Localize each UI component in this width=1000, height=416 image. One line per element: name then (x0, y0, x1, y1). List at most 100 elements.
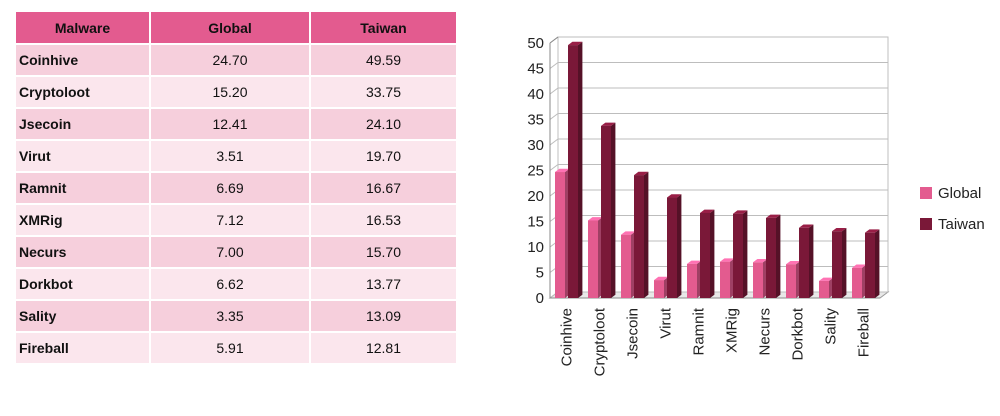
bar-global-virut (654, 276, 669, 298)
legend-label-taiwan: Taiwan (938, 216, 985, 233)
cell-taiwan: 16.67 (310, 171, 456, 204)
cell-name: Cryptoloot (16, 75, 151, 108)
legend-swatch-global (920, 187, 932, 199)
cell-global: 6.62 (150, 267, 311, 300)
bar-taiwan-jsecoin (634, 171, 649, 298)
x-category-label: Cryptoloot (592, 307, 609, 376)
y-tick-label: 25 (527, 163, 544, 180)
table-row: Coinhive 24.70 49.59 (16, 43, 456, 76)
y-tick-label: 30 (527, 137, 544, 154)
cell-global: 12.41 (150, 107, 311, 140)
bar-global-ramnit (687, 260, 702, 298)
header-malware: Malware (16, 12, 151, 44)
cell-global: 24.70 (150, 43, 311, 76)
y-tick-label: 10 (527, 239, 544, 256)
cell-taiwan: 13.09 (310, 299, 456, 332)
y-tick-label: 50 (527, 35, 544, 52)
cell-name: XMRig (16, 203, 151, 236)
gridline (549, 87, 888, 95)
cell-global: 15.20 (150, 75, 311, 108)
x-category-label: Sality (823, 308, 840, 345)
x-axis-categories: Coinhive Cryptoloot Jsecoin Virut Ramnit XMRi… (559, 307, 873, 376)
cell-taiwan: 24.10 (310, 107, 456, 140)
bar-global-dorkbot (786, 260, 801, 298)
cell-taiwan: 19.70 (310, 139, 456, 172)
cell-global: 6.69 (150, 171, 311, 204)
header-global: Global (150, 12, 311, 44)
malware-table: Malware Global Taiwan Coinhive 24.70 49.59… (16, 12, 456, 363)
cell-global: 7.12 (150, 203, 311, 236)
y-tick-label: 45 (527, 61, 544, 78)
bar-global-fireball (852, 264, 867, 298)
bar-taiwan-necurs (766, 214, 781, 298)
cell-name: Virut (16, 139, 151, 172)
y-axis-depth-line (549, 36, 559, 44)
cell-taiwan: 12.81 (310, 331, 456, 363)
bar-taiwan-virut (667, 194, 682, 298)
chart-bars (555, 41, 880, 298)
bar-taiwan-cryptoloot (601, 122, 616, 298)
cell-taiwan: 33.75 (310, 75, 456, 108)
table-header-row: Malware Global Taiwan (16, 12, 456, 44)
y-tick-label: 0 (536, 290, 544, 307)
cell-name: Necurs (16, 235, 151, 268)
cell-global: 7.00 (150, 235, 311, 268)
legend-label-global: Global (938, 185, 981, 202)
cell-name: Coinhive (16, 43, 151, 76)
x-category-label: Jsecoin (625, 308, 642, 359)
x-category-label: Fireball (856, 308, 873, 357)
cell-name: Dorkbot (16, 267, 151, 300)
y-tick-label: 40 (527, 86, 544, 103)
gridline (549, 164, 888, 171)
bar-taiwan-sality (832, 227, 847, 298)
bar-taiwan-ramnit (700, 209, 715, 298)
bar-taiwan-fireball (865, 229, 880, 298)
table-row: Virut 3.51 19.70 (16, 139, 456, 172)
bar-global-necurs (753, 259, 768, 298)
cell-taiwan: 15.70 (310, 235, 456, 268)
cell-taiwan: 13.77 (310, 267, 456, 300)
x-category-label: Ramnit (691, 307, 708, 355)
x-category-label: Virut (658, 307, 675, 338)
y-tick-label: 15 (527, 214, 544, 231)
bar-global-sality (819, 277, 834, 298)
cell-global: 5.91 (150, 331, 311, 363)
gridline (549, 113, 888, 120)
table-row: Necurs 7.00 15.70 (16, 235, 456, 268)
bar-taiwan-coinhive (568, 41, 583, 298)
legend-swatch-taiwan (920, 218, 932, 230)
x-category-label: XMRig (724, 308, 741, 353)
table-row: Sality 3.35 13.09 (16, 299, 456, 332)
bar-taiwan-dorkbot (799, 224, 814, 298)
bar-taiwan-xmrig (733, 210, 748, 298)
y-axis-ticks: 0 5 10 15 20 25 30 35 40 45 50 (527, 35, 544, 307)
bar-global-xmrig (720, 258, 735, 298)
x-category-label: Necurs (757, 308, 774, 356)
table-row: XMRig 7.12 16.53 (16, 203, 456, 236)
y-tick-label: 35 (527, 112, 544, 129)
table-row: Cryptoloot 15.20 33.75 (16, 75, 456, 108)
bar-global-jsecoin (621, 231, 636, 298)
cell-name: Ramnit (16, 171, 151, 204)
bar-global-coinhive (555, 168, 570, 298)
gridline (549, 138, 888, 146)
table-row: Fireball 5.91 12.81 (16, 331, 456, 363)
cell-name: Sality (16, 299, 151, 332)
y-tick-label: 20 (527, 188, 544, 205)
table-row: Dorkbot 6.62 13.77 (16, 267, 456, 300)
header-taiwan: Taiwan (310, 12, 456, 44)
y-tick-label: 5 (536, 265, 544, 282)
chart-legend: Global Taiwan (920, 185, 985, 233)
x-category-label: Coinhive (559, 308, 576, 366)
cell-name: Fireball (16, 331, 151, 363)
table-row: Ramnit 6.69 16.67 (16, 171, 456, 204)
bar-global-cryptoloot (588, 217, 603, 298)
cell-global: 3.35 (150, 299, 311, 332)
malware-bar-chart: 0 5 10 15 20 25 30 35 40 45 50 Coinhive Cryptoloot J… (527, 35, 985, 376)
cell-global: 3.51 (150, 139, 311, 172)
cell-taiwan: 16.53 (310, 203, 456, 236)
x-category-label: Dorkbot (790, 307, 807, 360)
cell-name: Jsecoin (16, 107, 151, 140)
gridline (549, 62, 888, 69)
table-row: Jsecoin 12.41 24.10 (16, 107, 456, 140)
